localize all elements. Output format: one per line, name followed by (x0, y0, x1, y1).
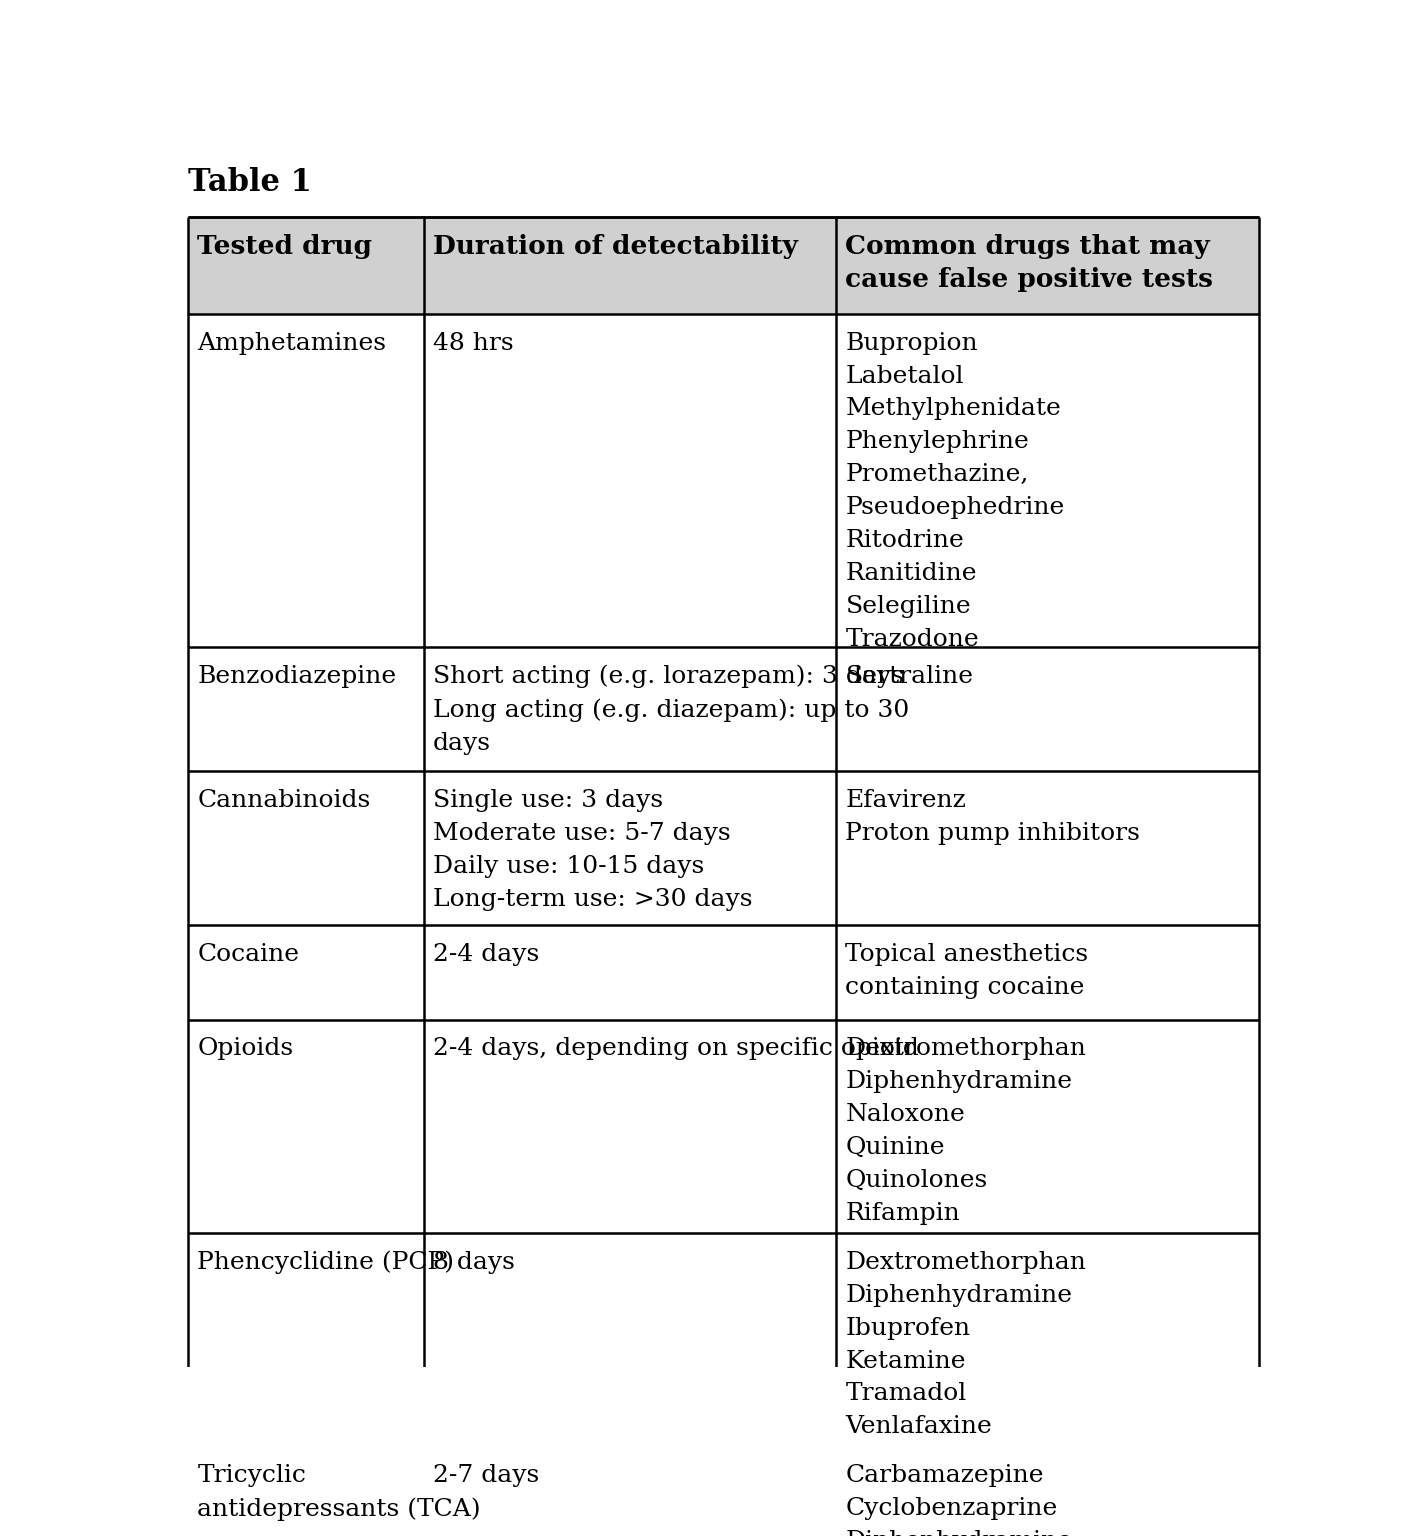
Text: 48 hrs: 48 hrs (433, 332, 514, 355)
Text: 2-7 days: 2-7 days (433, 1464, 539, 1487)
Bar (836, 647, 1260, 771)
Bar (188, 647, 424, 771)
Text: Topical anesthetics
containing cocaine: Topical anesthetics containing cocaine (846, 943, 1089, 998)
Bar (188, 217, 424, 315)
Text: Efavirenz
Proton pump inhibitors: Efavirenz Proton pump inhibitors (846, 790, 1141, 845)
Bar (836, 1020, 1260, 1233)
Bar (188, 926, 424, 1020)
Bar (836, 1233, 1260, 1447)
Bar (188, 1447, 424, 1536)
Bar (424, 1447, 836, 1536)
Text: Dextromethorphan
Diphenhydramine
Naloxone
Quinine
Quinolones
Rifampin: Dextromethorphan Diphenhydramine Naloxon… (846, 1037, 1086, 1224)
Text: Bupropion
Labetalol
Methylphenidate
Phenylephrine
Promethazine,
Pseudoephedrine
: Bupropion Labetalol Methylphenidate Phen… (846, 332, 1065, 651)
Bar (188, 1020, 424, 1233)
Text: Dextromethorphan
Diphenhydramine
Ibuprofen
Ketamine
Tramadol
Venlafaxine: Dextromethorphan Diphenhydramine Ibuprof… (846, 1250, 1086, 1438)
Text: Phencyclidine (PCP): Phencyclidine (PCP) (198, 1250, 455, 1275)
Text: Amphetamines: Amphetamines (198, 332, 387, 355)
Bar (188, 771, 424, 926)
Bar (424, 315, 836, 647)
Text: Tested drug: Tested drug (198, 233, 373, 260)
Text: 2-4 days, depending on specific opioid: 2-4 days, depending on specific opioid (433, 1037, 919, 1060)
Bar (424, 771, 836, 926)
Text: Cannabinoids: Cannabinoids (198, 790, 371, 813)
Text: Sertraline: Sertraline (846, 665, 973, 688)
Text: Opioids: Opioids (198, 1037, 294, 1060)
Text: Duration of detectability: Duration of detectability (433, 233, 798, 260)
Bar (188, 315, 424, 647)
Bar (424, 647, 836, 771)
Text: Short acting (e.g. lorazepam): 3 days
Long acting (e.g. diazepam): up to 30
days: Short acting (e.g. lorazepam): 3 days Lo… (433, 665, 909, 754)
Text: Carbamazepine
Cyclobenzaprine
Diphenhydramine: Carbamazepine Cyclobenzaprine Diphenhydr… (846, 1464, 1072, 1536)
Text: Table 1: Table 1 (188, 167, 312, 198)
Bar (188, 1233, 424, 1447)
Bar (836, 315, 1260, 647)
Text: Common drugs that may
cause false positive tests: Common drugs that may cause false positi… (846, 233, 1213, 292)
Text: Single use: 3 days
Moderate use: 5-7 days
Daily use: 10-15 days
Long-term use: >: Single use: 3 days Moderate use: 5-7 day… (433, 790, 753, 911)
Bar (424, 1020, 836, 1233)
Bar (836, 217, 1260, 315)
Bar (836, 771, 1260, 926)
Text: Cocaine: Cocaine (198, 943, 299, 966)
Text: Benzodiazepine: Benzodiazepine (198, 665, 397, 688)
Bar (424, 1233, 836, 1447)
Text: 2-4 days: 2-4 days (433, 943, 539, 966)
Bar (424, 926, 836, 1020)
Bar (836, 926, 1260, 1020)
Text: 8 days: 8 days (433, 1250, 515, 1273)
Bar (836, 1447, 1260, 1536)
Text: Tricyclic
antidepressants (TCA): Tricyclic antidepressants (TCA) (198, 1464, 481, 1521)
Bar (424, 217, 836, 315)
